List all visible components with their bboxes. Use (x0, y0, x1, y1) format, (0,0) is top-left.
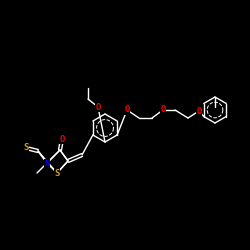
Text: O: O (59, 134, 65, 143)
Text: O: O (95, 102, 101, 112)
Text: O: O (160, 106, 166, 114)
Text: O: O (124, 106, 130, 114)
Text: O: O (196, 106, 202, 116)
Text: S: S (23, 144, 29, 152)
Text: S: S (54, 168, 60, 177)
Text: N: N (44, 158, 50, 168)
